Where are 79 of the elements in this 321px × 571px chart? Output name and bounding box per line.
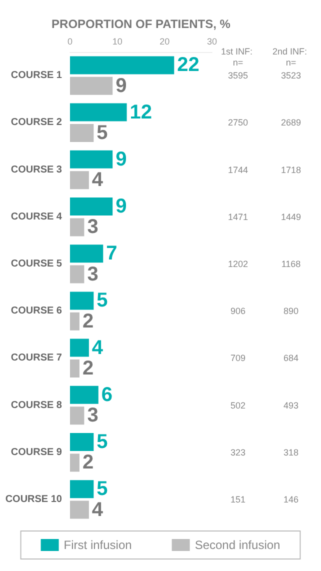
data-label: 4 [92,336,104,359]
data-label: 9 [116,74,127,97]
text: 2750 [228,118,248,128]
text: 890 [283,306,299,316]
data-label: 4 [92,169,104,192]
text: 3595 [228,70,248,81]
bar [70,244,104,263]
x-tick-label: 30 [206,36,218,46]
data-label: 4 [92,498,104,521]
text: 1718 [280,164,302,175]
data-label: 22 [177,54,200,76]
bar [70,480,94,498]
y-tick-label: COURSE 1 [10,70,62,82]
data-label: 9 [116,196,127,218]
data-label: 2 [82,310,94,332]
text: 1744 [228,164,248,175]
text: 1202 [228,258,248,269]
y-tick-label: COURSE 8 [10,400,62,411]
y-tick-label: COURSE 7 [10,352,62,364]
bar [70,198,113,216]
y-tick-label: COURSE 6 [10,306,62,317]
data-label: 3 [87,263,98,286]
text: 3523 [280,70,302,81]
text: 1449 [280,212,302,222]
text: 318 [283,447,299,458]
bar [70,433,94,451]
text: 493 [283,400,299,410]
bar [70,103,127,122]
text: 502 [230,400,246,410]
text: 684 [283,353,299,364]
legend-label: Second infusion [194,538,280,552]
bar [70,218,84,236]
data-label: 5 [96,122,108,144]
bar [70,406,84,425]
text: 906 [230,306,246,316]
text: 151 [230,494,246,504]
y-tick-label: COURSE 4 [10,211,62,222]
y-tick-label: COURSE 5 [10,258,62,270]
x-tick-label: 10 [112,36,122,46]
bar [70,124,94,142]
text: 1st INF: n= [220,46,256,68]
text: 323 [230,447,246,458]
data-label: 9 [116,148,127,170]
text: 2689 [280,118,302,128]
bar [70,338,89,357]
data-label: 5 [96,478,108,500]
y-tick-label: COURSE 2 [10,117,62,128]
data-label: 6 [101,384,113,406]
bar [70,500,89,519]
text: 1471 [228,212,248,222]
data-label: 5 [96,290,108,312]
bar [70,454,80,472]
text: 709 [230,353,246,364]
data-label: 12 [130,101,152,124]
data-label: 3 [87,404,98,427]
text: 146 [283,494,299,504]
data-label: 3 [87,216,98,238]
bar [70,265,84,284]
x-tick-label: 20 [160,36,170,46]
y-tick-label: COURSE 10 [5,494,62,505]
bar [70,171,89,190]
y-tick-label: COURSE 3 [10,164,62,176]
bar [70,360,80,378]
legend-label: First infusion [64,538,132,552]
data-label: 2 [82,358,94,380]
data-label: 5 [96,431,108,453]
bar [70,386,98,404]
text: 2nd INF: n= [272,46,310,68]
bar [70,312,80,330]
bar [70,292,94,310]
data-label: 2 [82,452,94,474]
bar [70,56,174,74]
bar [70,76,113,95]
x-tick-label: 0 [67,36,73,46]
data-label: 7 [106,242,118,265]
bar [70,150,113,168]
x-axis-title: PROPORTION OF PATIENTS, % [52,17,231,31]
y-tick-label: COURSE 9 [10,446,62,458]
text: 1168 [281,258,301,269]
